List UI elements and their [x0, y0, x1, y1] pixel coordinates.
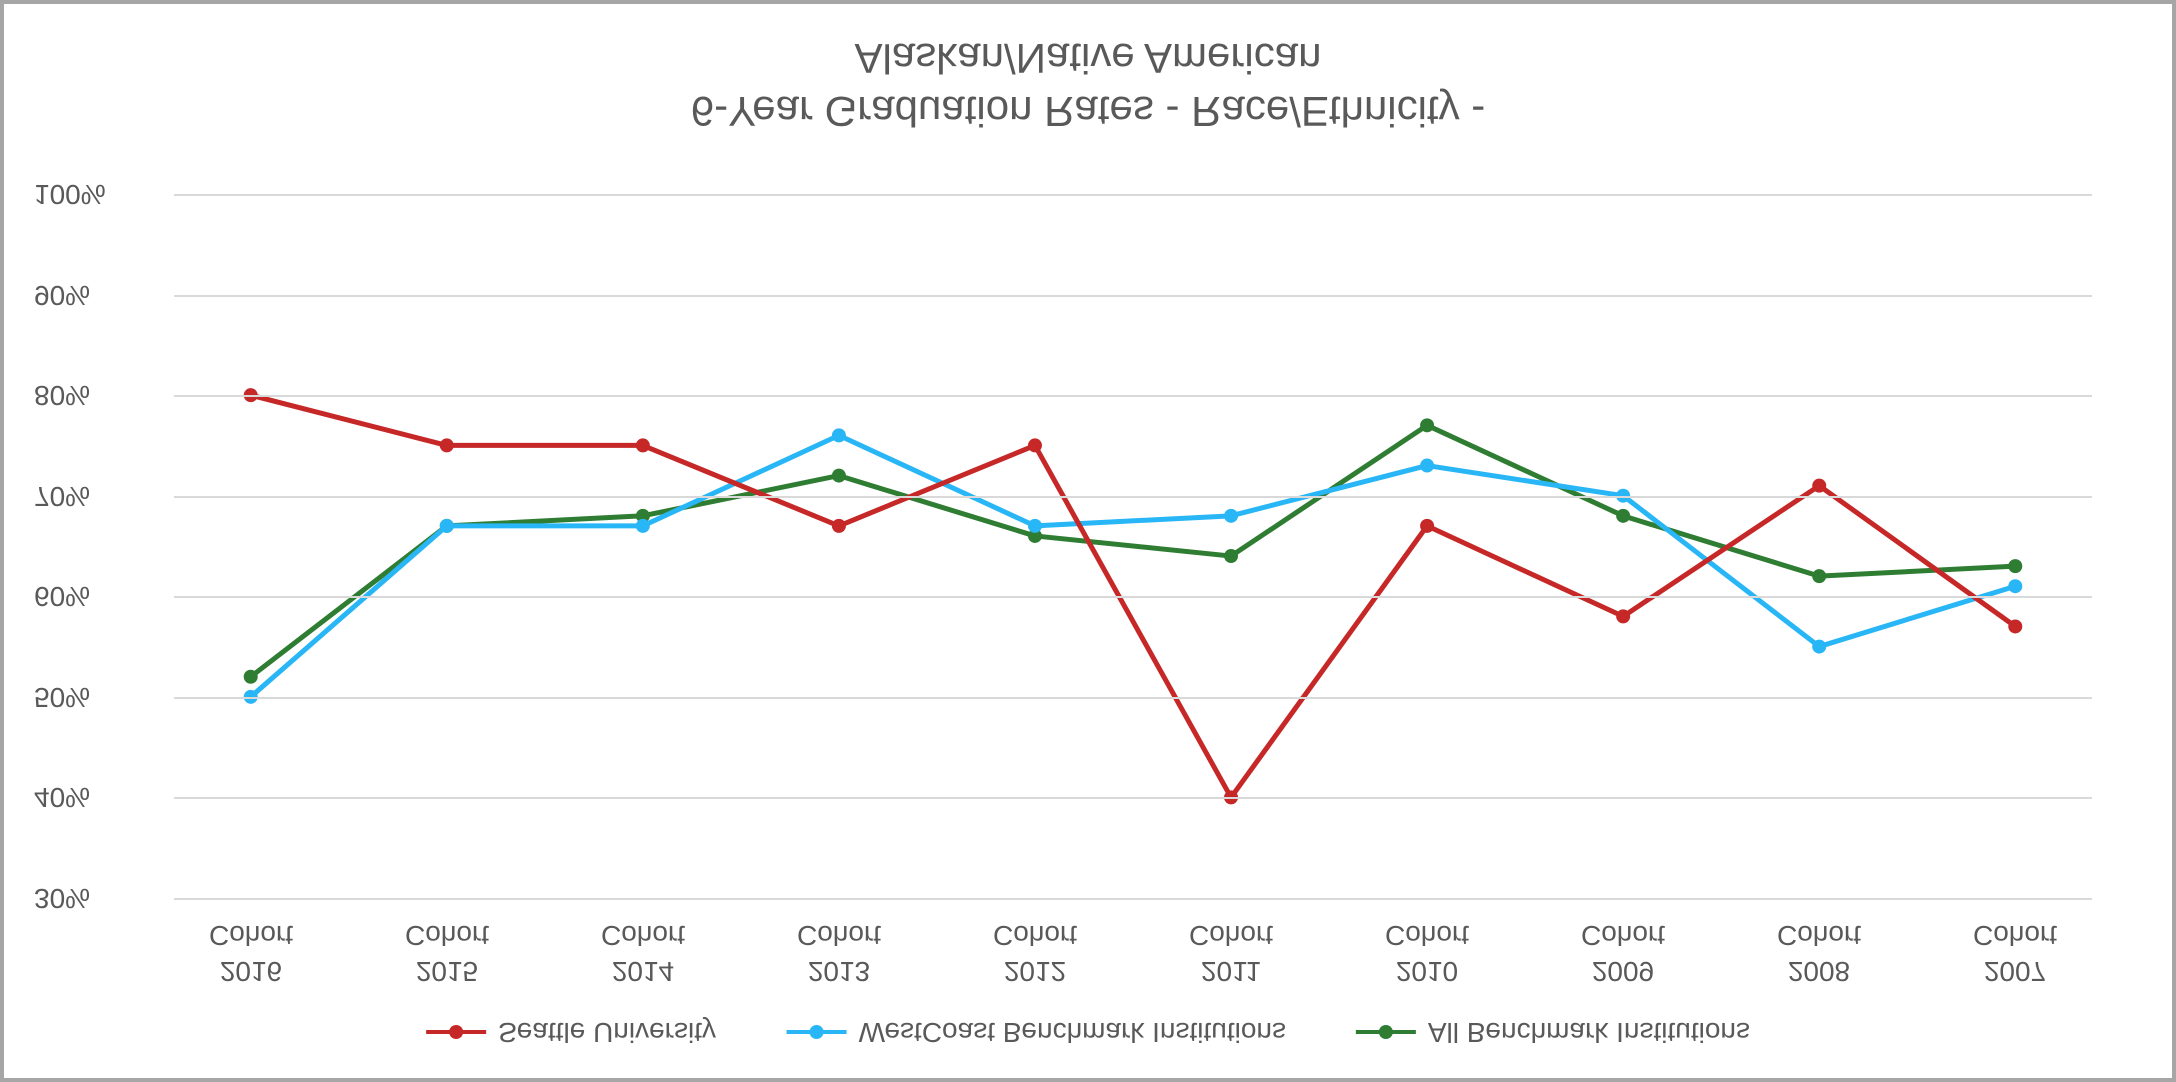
series-marker	[832, 519, 846, 533]
legend-label: All Benchmark Institutions	[1428, 1016, 1750, 1048]
legend-swatch	[1356, 1030, 1416, 1034]
series-marker	[2008, 559, 2022, 573]
y-axis-label: 90%	[34, 279, 154, 311]
title-line-1: 6-Year Graduation Rates - Race/Ethnicity…	[4, 85, 2172, 138]
series-marker	[440, 438, 454, 452]
series-marker	[832, 469, 846, 483]
legend-item: Seattle University	[426, 1016, 716, 1048]
series-line	[251, 425, 2016, 676]
series-marker	[1812, 479, 1826, 493]
gridline	[174, 898, 2092, 900]
x-axis-label: 2008Cohort	[1749, 916, 1889, 989]
series-marker	[1812, 640, 1826, 654]
chart-title: 6-Year Graduation Rates - Race/Ethnicity…	[4, 32, 2172, 137]
gridline	[174, 596, 2092, 598]
y-axis-label: 40%	[34, 781, 154, 813]
series-line	[251, 435, 2016, 696]
series-marker	[1616, 609, 1630, 623]
series-marker	[1420, 459, 1434, 473]
series-marker	[244, 670, 258, 684]
gridline	[174, 194, 2092, 196]
chart-svg	[174, 194, 2092, 898]
series-marker	[440, 519, 454, 533]
x-axis-label: 2011Cohort	[1161, 916, 1301, 989]
x-axis-label: 2012Cohort	[965, 916, 1105, 989]
gridline	[174, 295, 2092, 297]
x-axis-label: 2015Cohort	[377, 916, 517, 989]
x-axis-label: 2013Cohort	[769, 916, 909, 989]
gridline	[174, 395, 2092, 397]
series-marker	[1812, 569, 1826, 583]
series-marker	[636, 519, 650, 533]
x-axis-label: 2016Cohort	[181, 916, 321, 989]
x-axis-label: 2007Cohort	[1945, 916, 2085, 989]
series-marker	[2008, 619, 2022, 633]
legend: All Benchmark Institutions WestCoast Benc…	[4, 1016, 2172, 1048]
legend-label: WestCoast Benchmark Institutions	[858, 1016, 1285, 1048]
title-line-2: Alaskan/Native American	[4, 32, 2172, 85]
series-marker	[1420, 519, 1434, 533]
chart-container: 6-Year Graduation Rates - Race/Ethnicity…	[0, 0, 2176, 1082]
series-marker	[1028, 519, 1042, 533]
series-marker	[1616, 509, 1630, 523]
y-axis-label: 70%	[34, 480, 154, 512]
gridline	[174, 496, 2092, 498]
series-marker	[636, 438, 650, 452]
x-axis-label: 2009Cohort	[1553, 916, 1693, 989]
legend-item: WestCoast Benchmark Institutions	[786, 1016, 1285, 1048]
series-marker	[2008, 579, 2022, 593]
legend-swatch	[426, 1030, 486, 1034]
legend-swatch	[786, 1030, 846, 1034]
series-marker	[832, 428, 846, 442]
gridline	[174, 797, 2092, 799]
y-axis-label: 100%	[34, 178, 154, 210]
x-axis-label: 2014Cohort	[573, 916, 713, 989]
series-marker	[1028, 438, 1042, 452]
y-axis-label: 80%	[34, 379, 154, 411]
y-axis-label: 30%	[34, 882, 154, 914]
x-axis-label: 2010Cohort	[1357, 916, 1497, 989]
series-marker	[1224, 509, 1238, 523]
series-marker	[1224, 549, 1238, 563]
series-marker	[1420, 418, 1434, 432]
plot-area: 30%40%50%60%70%80%90%100%2007Cohort2008C…	[174, 194, 2092, 898]
gridline	[174, 697, 2092, 699]
y-axis-label: 60%	[34, 580, 154, 612]
legend-item: All Benchmark Institutions	[1356, 1016, 1750, 1048]
legend-label: Seattle University	[498, 1016, 716, 1048]
y-axis-label: 50%	[34, 681, 154, 713]
